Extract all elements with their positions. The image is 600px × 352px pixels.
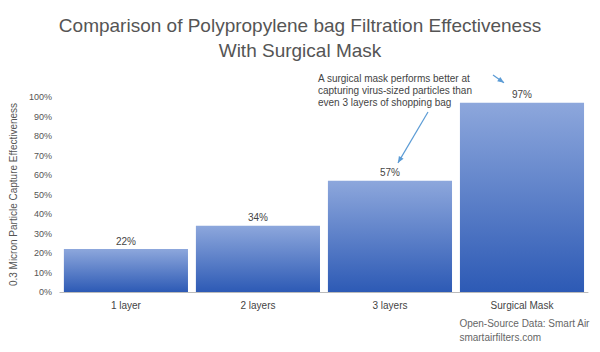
svg-text:57%: 57% (380, 167, 400, 178)
svg-text:70%: 70% (34, 151, 52, 161)
svg-text:A surgical mask performs bette: A surgical mask performs better at (318, 73, 470, 84)
svg-text:Open-Source Data: Smart Air: Open-Source Data: Smart Air (459, 318, 590, 329)
svg-text:0%: 0% (39, 287, 52, 297)
svg-text:1 layer: 1 layer (111, 300, 142, 311)
svg-text:34%: 34% (248, 212, 268, 223)
svg-text:20%: 20% (34, 248, 52, 258)
svg-text:smartairfilters.com: smartairfilters.com (459, 332, 541, 343)
svg-text:capturing virus-sized particle: capturing virus-sized particles than (318, 85, 472, 96)
svg-text:Comparison of Polypropylene ba: Comparison of Polypropylene bag Filtrati… (59, 15, 541, 36)
svg-text:80%: 80% (34, 131, 52, 141)
svg-text:2 layers: 2 layers (240, 300, 275, 311)
svg-text:With Surgical Mask: With Surgical Mask (219, 40, 382, 61)
svg-text:22%: 22% (116, 236, 136, 247)
svg-text:97%: 97% (512, 89, 532, 100)
svg-text:100%: 100% (29, 92, 52, 102)
svg-text:even 3 layers of shopping bag: even 3 layers of shopping bag (318, 97, 451, 108)
svg-text:40%: 40% (34, 209, 52, 219)
svg-text:Surgical Mask: Surgical Mask (491, 300, 555, 311)
svg-text:10%: 10% (34, 268, 52, 278)
svg-text:90%: 90% (34, 112, 52, 122)
svg-text:30%: 30% (34, 229, 52, 239)
svg-text:3 layers: 3 layers (372, 300, 407, 311)
svg-text:0.3 Micron Particle Capture Ef: 0.3 Micron Particle Capture Effectivenes… (8, 103, 19, 286)
svg-text:50%: 50% (34, 190, 52, 200)
svg-text:60%: 60% (34, 170, 52, 180)
